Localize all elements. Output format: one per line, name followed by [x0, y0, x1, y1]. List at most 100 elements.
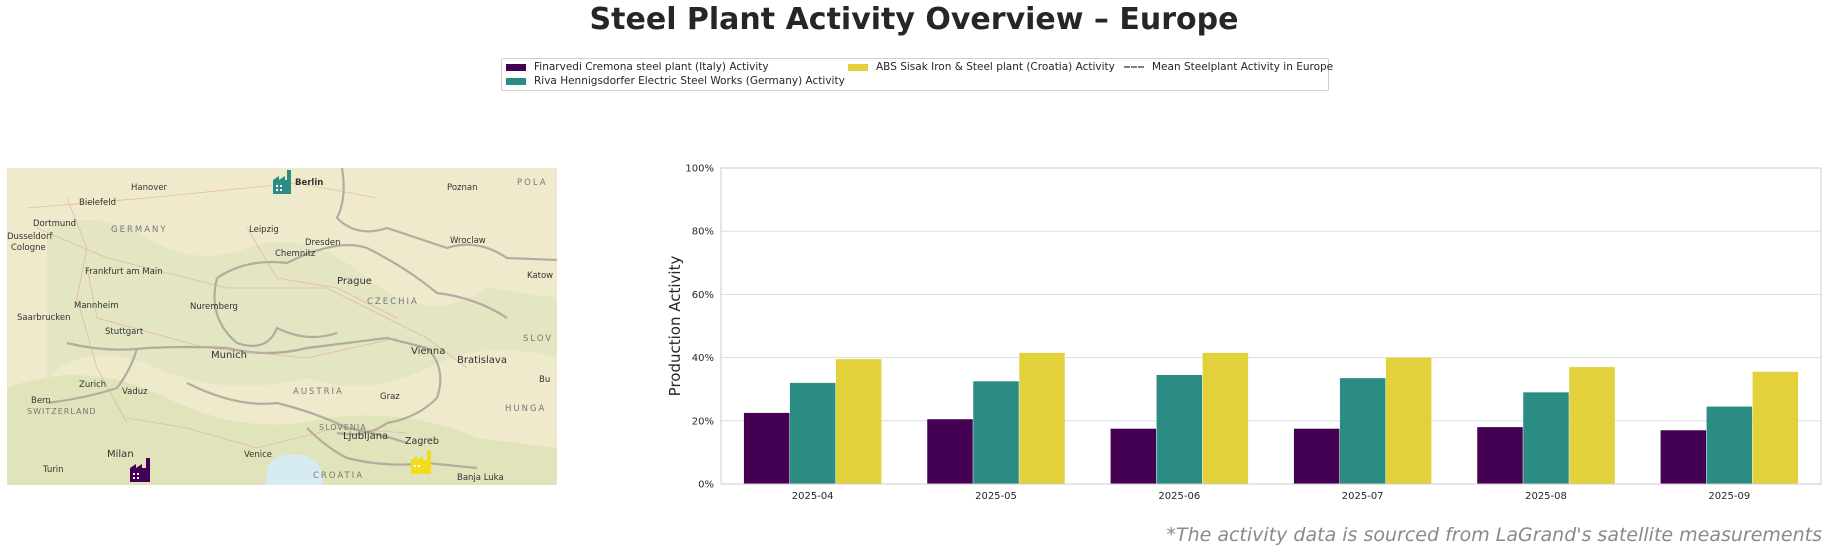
map-label-berlin: Berlin — [295, 178, 323, 188]
map-label-venice: Venice — [244, 450, 272, 460]
bar-layer — [743, 352, 1799, 484]
map-label-banja-luka: Banja Luka — [457, 473, 504, 483]
map-terrain — [47, 220, 557, 386]
bar — [1385, 357, 1432, 484]
bar — [1477, 427, 1523, 484]
map-label-zurich: Zurich — [79, 380, 106, 390]
map-label-poznan: Poznan — [447, 183, 477, 193]
map-label-ljubljana: Ljubljana — [343, 431, 388, 442]
bar — [1110, 428, 1157, 484]
bar — [835, 359, 882, 484]
map-roads — [26, 182, 468, 449]
map-label-zagreb: Zagreb — [405, 436, 439, 447]
map-label-graz: Graz — [380, 392, 400, 402]
x-tick-label: 2025-09 — [1708, 491, 1750, 502]
map-label-hungary: HUNGA — [505, 404, 546, 414]
x-tick-label: 2025-05 — [975, 491, 1017, 502]
map-label-czechia: CZECHIA — [367, 297, 419, 307]
bar — [743, 412, 790, 484]
legend-label-hennigsdorf: Riva Hennigsdorfer Electric Steel Works … — [534, 75, 845, 87]
legend-swatch-cremona — [506, 63, 526, 71]
map-label-leipzig: Leipzig — [249, 225, 279, 235]
y-tick-label: 40% — [692, 353, 714, 364]
map-label-saarbrucken: Saarbrucken — [17, 313, 71, 323]
bar — [1523, 392, 1569, 484]
map-label-stuttgart: Stuttgart — [105, 327, 144, 337]
map-label-bielefeld: Bielefeld — [79, 198, 116, 208]
factory-icon[interactable] — [130, 458, 150, 482]
legend-dash-mean — [1124, 66, 1144, 68]
map-label-slovenia: SLOVENIA — [319, 423, 367, 432]
map-label-turin: Turin — [42, 465, 64, 475]
bar — [1752, 371, 1799, 484]
map-alps-terrain — [7, 375, 557, 485]
map-sea — [265, 454, 324, 485]
plot-frame — [720, 167, 1822, 485]
grid-layer — [721, 167, 1821, 485]
legend-label-cremona: Finarvedi Cremona steel plant (Italy) Ac… — [534, 61, 769, 73]
y-tick-label: 0% — [698, 480, 714, 491]
factory-icon[interactable] — [411, 450, 431, 474]
bar — [789, 382, 836, 484]
map-label-pola: POLA — [517, 178, 548, 188]
map-label-hanover: Hanover — [131, 183, 167, 193]
page-title: Steel Plant Activity Overview – Europe — [589, 2, 1239, 37]
bar — [1156, 374, 1203, 484]
map-label-slov: SLOV — [523, 334, 553, 344]
y-tick-label: 80% — [692, 227, 714, 238]
legend-item-mean: Mean Steelplant Activity in Europe — [1124, 61, 1333, 73]
map-label-croatia: CROATIA — [313, 471, 364, 481]
map-label-nuremberg: Nuremberg — [190, 302, 238, 312]
map-label-cologne: Cologne — [11, 243, 46, 253]
map-label-austria: AUSTRIA — [293, 387, 344, 397]
bar — [1569, 367, 1615, 484]
map-label-chemnitz: Chemnitz — [275, 249, 316, 259]
legend-item-sisak: ABS Sisak Iron & Steel plant (Croatia) A… — [848, 61, 1115, 73]
bar — [927, 419, 973, 484]
x-tick-label: 2025-08 — [1525, 491, 1567, 502]
y-axis-label: Production Activity — [666, 256, 684, 397]
map-label-dusseldorf: Dusseldorf — [7, 232, 53, 242]
map-label-vienna: Vienna — [411, 346, 445, 357]
x-tick-label: 2025-06 — [1158, 491, 1200, 502]
map-label-frankfurt: Frankfurt am Main — [85, 267, 163, 277]
map-label-germany: GERMANY — [111, 225, 168, 235]
map-label-vaduz: Vaduz — [122, 387, 148, 397]
bar — [1339, 378, 1386, 484]
legend-item-cremona: Finarvedi Cremona steel plant (Italy) Ac… — [506, 61, 769, 73]
footnote: *The activity data is sourced from LaGra… — [1166, 524, 1822, 546]
map-label-bratislava: Bratislava — [457, 355, 507, 366]
map-label-dortmund: Dortmund — [33, 219, 76, 229]
bar — [1660, 430, 1707, 484]
bar — [1019, 352, 1065, 484]
x-tick-label: 2025-07 — [1342, 491, 1384, 502]
map-label-munich: Munich — [211, 350, 247, 361]
y-tick-label: 60% — [692, 290, 714, 301]
legend-swatch-hennigsdorf — [506, 77, 526, 85]
y-tick-label: 20% — [692, 416, 714, 427]
map-label-mannheim: Mannheim — [74, 301, 119, 311]
europe-map: Hanover Berlin Poznan POLA Bielefeld Dor… — [7, 168, 557, 485]
bar — [1202, 352, 1249, 484]
map-label-katow: Katow — [527, 271, 553, 281]
y-tick-label: 100% — [685, 164, 714, 175]
bar — [973, 381, 1019, 484]
map-label-dresden: Dresden — [305, 238, 341, 248]
chart-legend: Finarvedi Cremona steel plant (Italy) Ac… — [501, 58, 1333, 91]
map-label-bern: Bern — [31, 396, 51, 406]
bar — [1293, 428, 1340, 484]
map-label-wroclaw: Wroclaw — [450, 236, 486, 246]
factory-icon[interactable] — [273, 170, 291, 194]
map-label-milan: Milan — [107, 449, 134, 460]
bar — [1706, 406, 1753, 484]
legend-swatch-sisak — [848, 63, 868, 71]
legend-label-mean: Mean Steelplant Activity in Europe — [1152, 61, 1334, 73]
legend-label-sisak: ABS Sisak Iron & Steel plant (Croatia) A… — [876, 61, 1115, 73]
map-label-switzerland: SWITZERLAND — [27, 407, 97, 416]
tick-layer: 0% 20% 40% 60% 80% 100% 2025-04 2025-05 2025-06 2… — [685, 164, 1750, 503]
legend-item-hennigsdorf: Riva Hennigsdorfer Electric Steel Works … — [506, 75, 845, 87]
map-label-prague: Prague — [337, 276, 372, 287]
x-tick-label: 2025-04 — [792, 491, 834, 502]
map-label-bu: Bu — [539, 375, 550, 385]
